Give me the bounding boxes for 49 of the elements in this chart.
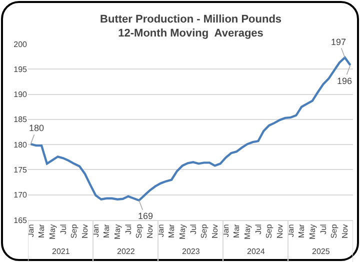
text: 2022 — [117, 247, 136, 256]
x-tick-label: Sep — [134, 224, 144, 238]
x-tick-label: Jan — [91, 224, 100, 238]
y-tick-label: 175 — [14, 166, 28, 175]
line-series — [30, 56, 352, 202]
x-tick-label: Jan — [26, 224, 36, 238]
x-tick-label: Jul — [58, 224, 68, 234]
x-tick-label: Jul — [124, 224, 133, 234]
x-tick-label: Mar — [37, 224, 46, 238]
x-tick-label: Sep — [264, 224, 274, 238]
x-tick-label: May — [112, 224, 122, 240]
y-tick-label: 195 — [14, 64, 28, 74]
y-tick-label: 180 — [14, 140, 28, 150]
data-label: 197 — [331, 37, 346, 47]
data-label: 180 — [29, 123, 44, 133]
x-tick-label: Mar — [232, 224, 242, 238]
x-tick-label: Jul — [318, 224, 328, 234]
x-tick-label: Sep — [200, 224, 209, 238]
x-tick-label: Jan — [286, 224, 296, 238]
chart-title: Butter Production - Million Pounds 12-Month Moving Averages — [100, 13, 282, 40]
x-tick-label: Sep — [70, 224, 79, 238]
data-label: 169 — [138, 211, 154, 221]
text: 2023 — [182, 247, 200, 256]
x-tick-label: Nov — [80, 224, 90, 238]
x-tick-label: Jul — [254, 224, 263, 234]
y-tick-label: 165 — [14, 216, 28, 225]
x-tick-label: Sep — [330, 224, 339, 238]
x-tick-label: Jan — [156, 224, 166, 238]
y-tick-label: 190 — [14, 90, 28, 100]
x-tick-label: Mar — [297, 224, 306, 238]
y-tick-label: 200 — [14, 40, 28, 49]
x-tick-label: Jan — [221, 224, 230, 238]
text: 2024 — [247, 247, 266, 256]
x-tick-label: Nov — [275, 224, 284, 238]
x-tick-label: May — [242, 224, 252, 240]
x-tick-label: May — [308, 224, 317, 240]
x-tick-label: Jul — [188, 224, 198, 234]
x-tick-label: Mar — [167, 224, 176, 238]
text: 2021 — [52, 247, 70, 256]
x-tick-label: Nov — [210, 224, 220, 238]
x-tick-label: May — [178, 224, 187, 240]
x-tick-label: Nov — [145, 224, 154, 238]
y-tick-label: 170 — [14, 190, 28, 200]
x-tick-label: Mar — [102, 224, 112, 238]
x-tick-label: Nov — [340, 224, 350, 238]
x-tick-label: May — [48, 224, 57, 240]
y-tick-label: 185 — [14, 115, 28, 124]
data-label: 196 — [337, 76, 352, 86]
text: 2025 — [312, 247, 330, 256]
